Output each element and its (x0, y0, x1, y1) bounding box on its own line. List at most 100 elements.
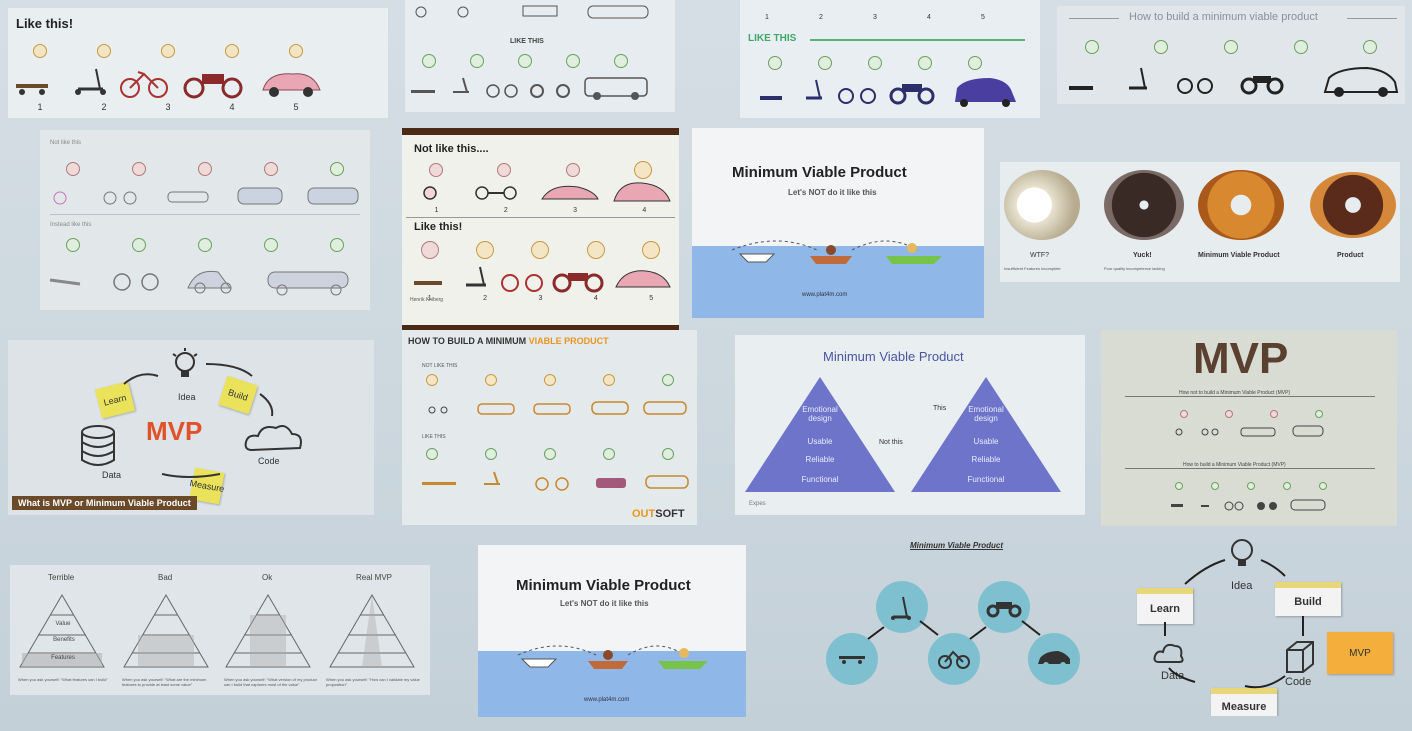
frown-icon (497, 163, 512, 177)
smiley-icon (66, 238, 80, 252)
smiley-icon (225, 44, 239, 58)
mvp-boat-tile-2: Minimum Viable Product Let's NOT do it l… (478, 545, 746, 717)
number-label: 2 (483, 295, 488, 302)
number-label: 3 (538, 295, 543, 302)
brand-label: Expes (749, 501, 766, 507)
measure-card: Measure (1211, 688, 1277, 716)
pyramids-icon (19, 594, 415, 668)
layer-label: Usable (807, 437, 833, 446)
rule-right (1347, 18, 1397, 19)
vehicles-orange-icon (422, 471, 689, 491)
rule (1125, 396, 1375, 397)
smiley-icon (518, 54, 532, 68)
smiley-icon (1293, 40, 1308, 54)
not-how-label: How not to build a Minimum Viable Produc… (1177, 390, 1293, 396)
build-card: Build (1275, 582, 1341, 616)
lightbulb-icon (172, 348, 198, 377)
cycle-arrows-icon (1164, 559, 1304, 689)
pyr-label: Terrible (48, 573, 75, 582)
frown-icon (565, 163, 580, 177)
skateboard-icon (839, 656, 865, 664)
instead-label: Instead like this (50, 222, 92, 228)
smiley-icon (1363, 40, 1378, 54)
smiley-icon (1314, 410, 1323, 418)
smiley-icon (1084, 40, 1099, 54)
pyr-caption: When you ask yourself: "What are the min… (122, 677, 207, 687)
outsoft-tile: HOW TO BUILD A MINIMUM VIABLE PRODUCT NO… (402, 330, 697, 525)
pyr-label: Ok (262, 573, 273, 582)
boats-icon (517, 645, 708, 669)
donut-label-3: Minimum Viable Product (1198, 252, 1280, 259)
layer-label: Usable (973, 437, 999, 446)
faces-row (1161, 482, 1341, 490)
faces-row (402, 448, 697, 460)
separator (50, 214, 360, 215)
vehicles-top-cut-icon (415, 5, 649, 19)
smiley-icon (330, 162, 344, 176)
pyramid-left (745, 377, 895, 492)
smiley-icon (1283, 482, 1291, 490)
frown-icon (198, 162, 212, 176)
smiley-icon (470, 54, 484, 68)
number-label: 5 (981, 14, 985, 21)
donut-ingredients (1004, 170, 1080, 240)
mvp-center: MVP (146, 416, 203, 446)
how-label: How to build a Minimum Viable Product (M… (1181, 462, 1288, 468)
frown-icon (264, 162, 278, 176)
faces-row (8, 44, 328, 58)
not-label: Not like this (50, 140, 82, 146)
brand-part: SOFT (655, 508, 685, 520)
smiley-icon (422, 54, 436, 68)
layer-label: Benefits (53, 637, 75, 643)
donut-label-4: Product (1337, 252, 1364, 259)
pyr-caption: When you ask yourself: "How can I valida… (326, 677, 420, 687)
number-label: 1 (434, 207, 439, 214)
cycle-right-tile: Idea Build Learn Code Data Measure MVP (1125, 536, 1405, 716)
smiley-icon (264, 238, 278, 252)
layer-label: Emotional design (802, 405, 838, 423)
numbers-row: 1 2 3 4 (402, 207, 679, 214)
smiley-icon (484, 448, 497, 460)
how-to-build-tile: How to build a minimum viable product (1057, 6, 1405, 104)
smiley-icon (33, 44, 47, 58)
scooter-icon (891, 596, 911, 620)
bicycle-circle (928, 633, 980, 685)
donut-label-2: Yuck! (1133, 252, 1152, 259)
vehicles-sketch-icon (414, 266, 671, 293)
number-label: 1 (37, 102, 43, 112)
donut-sprinkles (1310, 172, 1396, 238)
car-parts-icon (53, 187, 359, 205)
smiley-icon (614, 54, 628, 68)
faces-row (402, 161, 679, 179)
number-label: 3 (165, 102, 171, 112)
idea-label: Idea (1231, 580, 1253, 592)
vehicles-sketch-icon (16, 68, 321, 99)
cube-icon (1286, 641, 1314, 673)
number-label: 5 (649, 295, 654, 302)
mvp-sticky: MVP (1327, 632, 1393, 674)
smiley-icon (1154, 40, 1169, 54)
smiley-icon (198, 238, 212, 252)
smiley-icon (642, 241, 661, 259)
vehicles-faded-icon (49, 270, 349, 296)
layer-label: Features (51, 655, 75, 661)
faces-row (1057, 40, 1405, 54)
number-label: 4 (642, 207, 647, 214)
pyr-label: Bad (158, 573, 173, 582)
smiley-icon (425, 448, 438, 460)
lightbulb-icon (1231, 539, 1253, 566)
learn-card: Learn (1137, 588, 1193, 624)
frown-icon (420, 241, 439, 259)
tile-title: How to build a minimum viable product (1129, 11, 1318, 23)
smiley-icon (484, 374, 497, 386)
smiley-icon (543, 448, 556, 460)
cycle-arrows-icon (123, 363, 274, 478)
frown-icon (132, 162, 146, 176)
numbers-row: 1 2 3 4 5 (8, 102, 328, 112)
not-this-label: Not this (879, 439, 903, 446)
caption-banner: What is MVP or Minimum Viable Product (12, 496, 197, 510)
numbers-row: 1 2 3 4 5 (740, 14, 1010, 21)
like-this-label: LIKE THIS (748, 33, 797, 44)
pyr-caption: When you ask yourself: "What features ca… (18, 677, 108, 682)
